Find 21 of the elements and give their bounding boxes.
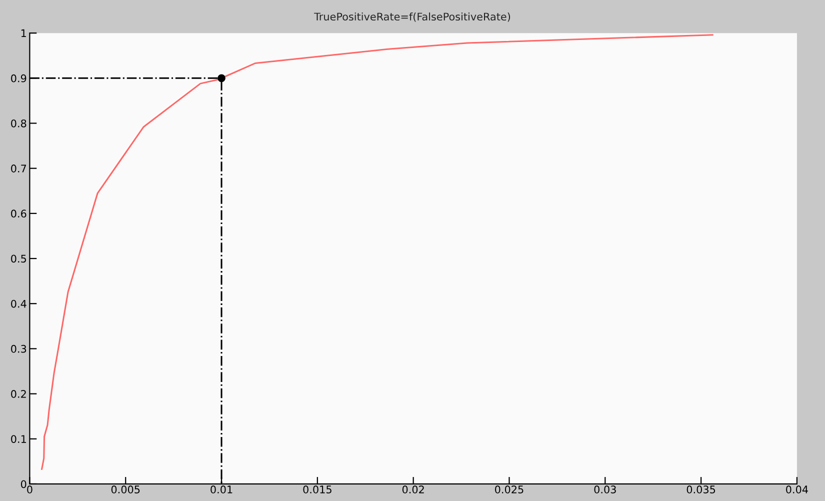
y-tick-label: 0.7 xyxy=(11,164,26,172)
x-tick-label: 0.03 xyxy=(594,486,616,494)
x-tick-label: 0.02 xyxy=(402,486,424,494)
y-tick-label: 0.3 xyxy=(11,344,26,353)
x-tick-label: 0.025 xyxy=(495,486,524,494)
y-tick-label: 0.1 xyxy=(11,435,26,443)
y-tick-label: 0.6 xyxy=(11,210,26,218)
x-tick-label: 0.035 xyxy=(686,486,716,494)
x-tick-label: 0.01 xyxy=(210,486,232,494)
y-tick-label: 0.9 xyxy=(11,74,26,82)
chart-title: TruePositiveRate=f(FalsePositiveRate) xyxy=(314,12,510,22)
x-tick-label: 0.005 xyxy=(111,486,140,494)
line-series xyxy=(41,34,714,470)
y-tick-label: 0.5 xyxy=(11,254,26,263)
x-tick-label: 0 xyxy=(27,486,32,494)
x-tick-label: 0.04 xyxy=(786,486,808,494)
y-tick-label: 0.4 xyxy=(11,300,26,308)
x-tick-label: 0.015 xyxy=(303,486,332,494)
y-tick-label: 1 xyxy=(21,29,26,38)
y-tick-label: 0.8 xyxy=(11,119,26,128)
y-tick-label: 0.2 xyxy=(11,390,26,398)
